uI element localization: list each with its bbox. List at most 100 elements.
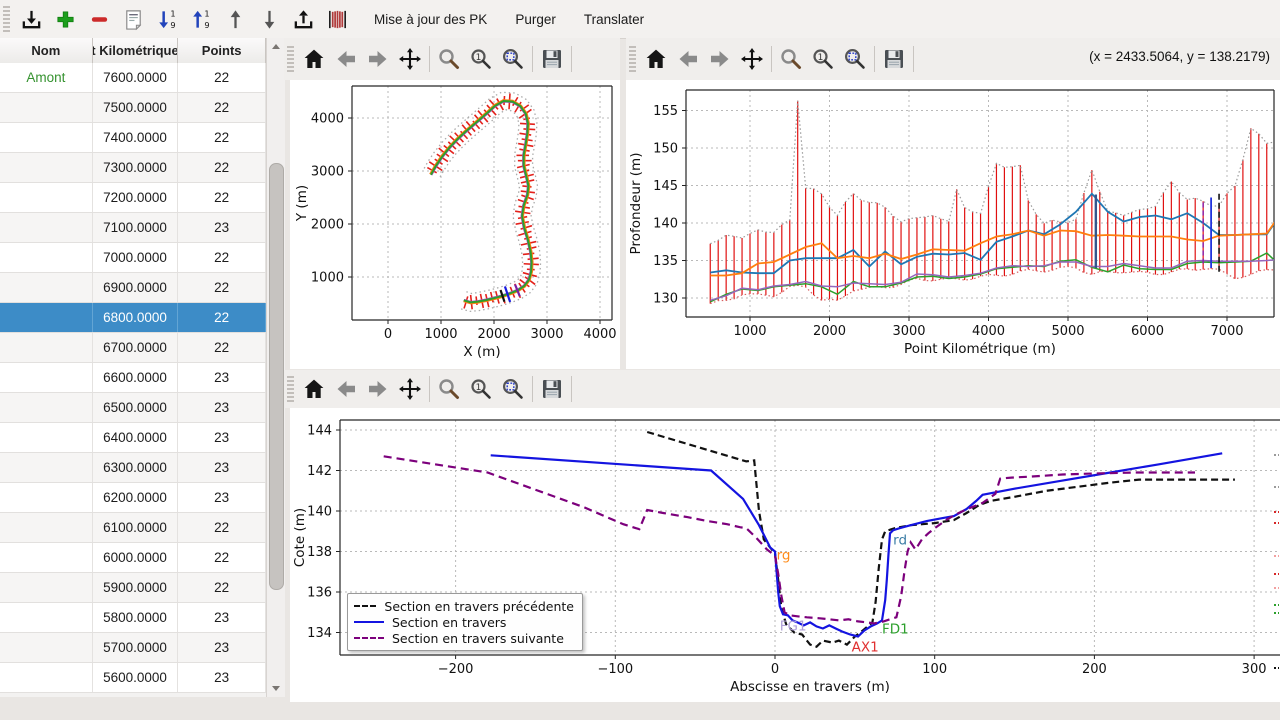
table-row[interactable]: 7500.0000 22 [0, 93, 266, 123]
section-toolbar-grip[interactable] [287, 376, 294, 402]
table-row[interactable]: 6100.0000 22 [0, 513, 266, 543]
cell[interactable]: 22 [178, 243, 266, 272]
plan-plot-canvas[interactable]: 0 1000 2000 3000 4000 1000 2000 3000 4000 X (m) Y … [290, 80, 620, 369]
cell[interactable]: 23 [178, 393, 266, 422]
save-button[interactable] [536, 373, 568, 405]
table-row[interactable]: 5800.0000 23 [0, 603, 266, 633]
cell[interactable]: 23 [178, 453, 266, 482]
add-button[interactable] [48, 4, 82, 34]
zoom-region-button[interactable]: 1 [807, 43, 839, 75]
cell[interactable]: 5800.0000 [93, 603, 179, 632]
cell[interactable]: 23 [178, 423, 266, 452]
cell[interactable] [0, 153, 93, 182]
cell[interactable]: 7500.0000 [93, 93, 179, 122]
cell[interactable] [0, 573, 93, 602]
forward-button[interactable] [362, 43, 394, 75]
table-scrollbar[interactable] [266, 38, 285, 697]
cell[interactable] [0, 393, 93, 422]
zoom-button[interactable] [433, 43, 465, 75]
back-button[interactable] [330, 43, 362, 75]
table-row[interactable]: 7100.0000 23 [0, 213, 266, 243]
cell[interactable]: 22 [178, 543, 266, 572]
zoom-fit-button[interactable] [497, 43, 529, 75]
column-header-pk[interactable]: t Kilométrique [93, 38, 179, 63]
cell[interactable]: 22 [178, 93, 266, 122]
menu-translater[interactable]: Translater [583, 11, 645, 27]
section-plot-canvas[interactable]: −200 −100 0 100 200 300 134 136 138 140 142 144 Absc… [290, 408, 1280, 702]
cell[interactable]: 7400.0000 [93, 123, 179, 152]
cell[interactable]: 23 [178, 663, 266, 692]
menu-purger[interactable]: Purger [515, 11, 556, 27]
cell[interactable] [0, 93, 93, 122]
scrollbar-thumb[interactable] [269, 163, 284, 590]
table-row[interactable]: 6400.0000 23 [0, 423, 266, 453]
table-row[interactable]: 7300.0000 22 [0, 153, 266, 183]
home-button[interactable] [298, 373, 330, 405]
table-row[interactable]: 6500.0000 23 [0, 393, 266, 423]
cell[interactable]: Amont [0, 63, 93, 92]
forward-button[interactable] [704, 43, 736, 75]
cell[interactable]: 23 [178, 213, 266, 242]
table-row[interactable]: 7000.0000 22 [0, 243, 266, 273]
cell[interactable]: 6700.0000 [93, 333, 179, 362]
zoom-button[interactable] [433, 373, 465, 405]
profile-toolbar-grip[interactable] [629, 46, 636, 72]
table-row[interactable]: 7400.0000 22 [0, 123, 266, 153]
cell[interactable] [0, 123, 93, 152]
cell[interactable] [0, 663, 93, 692]
cell[interactable]: 6400.0000 [93, 423, 179, 452]
cell[interactable]: 7300.0000 [93, 153, 179, 182]
cell[interactable]: 22 [178, 123, 266, 152]
cell[interactable]: 6300.0000 [93, 453, 179, 482]
table-row[interactable]: 6800.0000 22 [0, 303, 266, 333]
cell[interactable]: 7000.0000 [93, 243, 179, 272]
table-row[interactable]: 6600.0000 23 [0, 363, 266, 393]
table-row[interactable]: 6300.0000 23 [0, 453, 266, 483]
cell[interactable]: 7600.0000 [93, 63, 179, 92]
table-row[interactable]: 6000.0000 22 [0, 543, 266, 573]
cell[interactable]: 22 [178, 573, 266, 602]
table-row[interactable]: Amont 7600.0000 22 [0, 63, 266, 93]
table-row[interactable]: 5900.0000 22 [0, 573, 266, 603]
cell[interactable]: 5600.0000 [93, 663, 179, 692]
zoom-region-button[interactable]: 1 [465, 373, 497, 405]
cell[interactable]: 6100.0000 [93, 513, 179, 542]
cell[interactable] [0, 363, 93, 392]
table-row[interactable]: 6200.0000 23 [0, 483, 266, 513]
save-button[interactable] [878, 43, 910, 75]
home-button[interactable] [640, 43, 672, 75]
cell[interactable]: 22 [178, 273, 266, 302]
cell[interactable]: 6600.0000 [93, 363, 179, 392]
scrollbar-down-icon[interactable] [269, 682, 282, 695]
table-row[interactable]: 5700.0000 23 [0, 633, 266, 663]
remove-button[interactable] [82, 4, 116, 34]
cell[interactable] [0, 183, 93, 212]
pan-button[interactable] [736, 43, 768, 75]
home-button[interactable] [298, 43, 330, 75]
cell[interactable] [0, 513, 93, 542]
profile-plot-canvas[interactable]: 1000 2000 3000 4000 5000 6000 7000 130 135 140 145… [626, 80, 1280, 369]
cell[interactable] [0, 543, 93, 572]
back-button[interactable] [330, 373, 362, 405]
zoom-fit-button[interactable] [839, 43, 871, 75]
move-down-button[interactable] [252, 4, 286, 34]
zoom-region-button[interactable]: 1 [465, 43, 497, 75]
cell[interactable]: 22 [178, 513, 266, 542]
cell[interactable]: 5700.0000 [93, 633, 179, 662]
cell[interactable]: 5900.0000 [93, 573, 179, 602]
cell[interactable] [0, 273, 93, 302]
table-row[interactable]: 6900.0000 22 [0, 273, 266, 303]
column-header-nom[interactable]: Nom [0, 38, 93, 63]
cell[interactable]: 7100.0000 [93, 213, 179, 242]
cell[interactable] [0, 633, 93, 662]
cell[interactable]: 6500.0000 [93, 393, 179, 422]
cell[interactable]: 22 [178, 333, 266, 362]
cell[interactable]: 23 [178, 603, 266, 632]
plan-toolbar-grip[interactable] [287, 46, 294, 72]
menu-mise-a-jour-pk[interactable]: Mise à jour des PK [374, 11, 488, 27]
cell[interactable]: 22 [178, 183, 266, 212]
table-row[interactable]: 5600.0000 23 [0, 663, 266, 693]
cell[interactable] [0, 483, 93, 512]
sections-button[interactable] [320, 4, 354, 34]
